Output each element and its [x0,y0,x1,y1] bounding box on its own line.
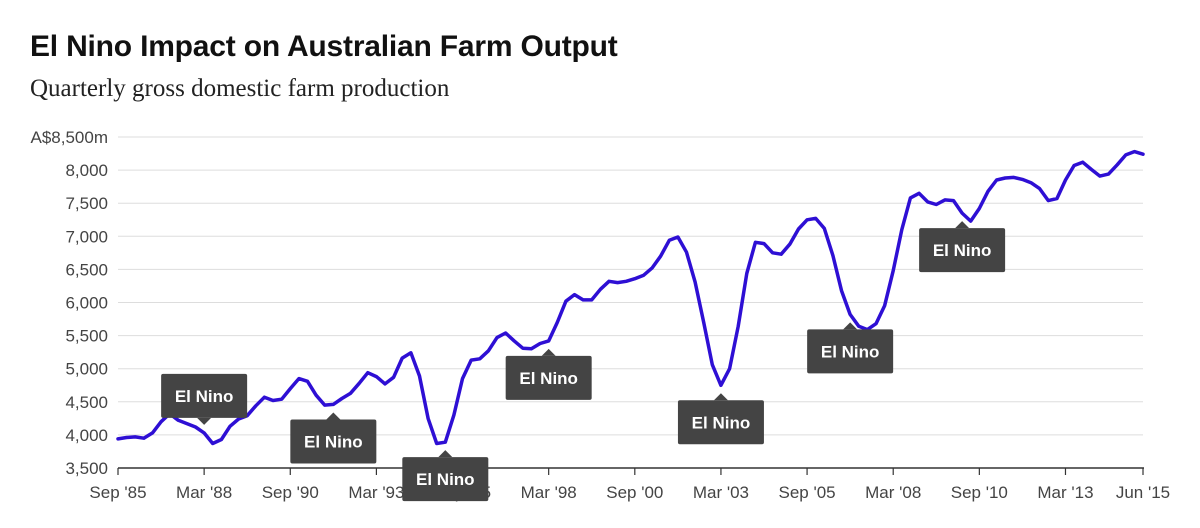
el-nino-annotation: El Nino [505,348,592,400]
chart-subtitle: Quarterly gross domestic farm production [30,75,450,102]
x-tick-label: Mar '98 [521,483,577,502]
annotation-box [677,400,764,445]
annotation-label: El Nino [933,241,992,260]
annotation-box [505,355,592,400]
y-tick-label: 5,500 [65,327,108,346]
y-axis: 3,500 4,000 4,500 5,000 5,500 6,000 6,500 7,000… [31,128,109,478]
annotation-label: El Nino [519,369,578,388]
annotation-pointer [197,417,212,425]
x-tick-label: Sep '05 [779,483,836,502]
annotation-label: El Nino [692,413,751,432]
y-tick-label: 4,000 [65,426,108,445]
y-tick-label: 7,500 [65,194,108,213]
el-nino-annotation: El Nino [290,412,377,464]
x-tick-label: Mar '88 [176,483,232,502]
annotation-pointer [955,221,970,229]
annotations: El Nino El Nino El Nino El Nino El Nino El Ni… [161,221,1006,502]
annotation-pointer [713,393,728,401]
annotation-label: El Nino [304,432,363,451]
annotation-box [402,457,489,502]
y-tick-label: 5,000 [65,360,108,379]
y-tick-label: 8,000 [65,161,108,180]
gridlines [118,136,1143,436]
y-tick-label: 4,500 [65,393,108,412]
el-nino-annotation: El Nino [402,450,489,502]
annotation-label: El Nino [416,470,475,489]
x-tick-label: Mar '03 [693,483,749,502]
annotation-label: El Nino [175,387,234,406]
annotation-box [807,329,894,374]
series-line [116,149,1145,446]
y-tick-label: 6,000 [65,294,108,313]
annotation-pointer [438,450,453,458]
y-tick-label: 3,500 [65,459,108,478]
x-tick-label: Sep '90 [262,483,319,502]
annotation-box [290,419,377,464]
x-tick-label: Sep '00 [606,483,663,502]
x-tick-label: Mar '93 [348,483,404,502]
series-group [116,149,1145,446]
el-nino-annotation: El Nino [161,373,248,425]
annotation-box [161,373,248,418]
annotation-label: El Nino [821,342,880,361]
annotation-pointer [843,322,858,330]
el-nino-annotation: El Nino [919,221,1006,273]
annotation-pointer [541,348,556,356]
x-tick-label: Jun '15 [1116,483,1170,502]
annotation-pointer [326,412,341,420]
y-tick-label: 7,000 [65,227,108,246]
el-nino-annotation: El Nino [807,322,894,374]
y-tick-label: 6,500 [65,260,108,279]
x-tick-label: Mar '13 [1037,483,1093,502]
annotation-box [919,228,1006,273]
chart-title: El Nino Impact on Australian Farm Output [30,30,618,63]
x-tick-label: Mar '08 [865,483,921,502]
x-tick-label: Sep '85 [89,483,146,502]
y-tick-label: A$8,500m [31,128,109,147]
x-tick-label: Sep '10 [951,483,1008,502]
el-nino-annotation: El Nino [677,393,764,445]
